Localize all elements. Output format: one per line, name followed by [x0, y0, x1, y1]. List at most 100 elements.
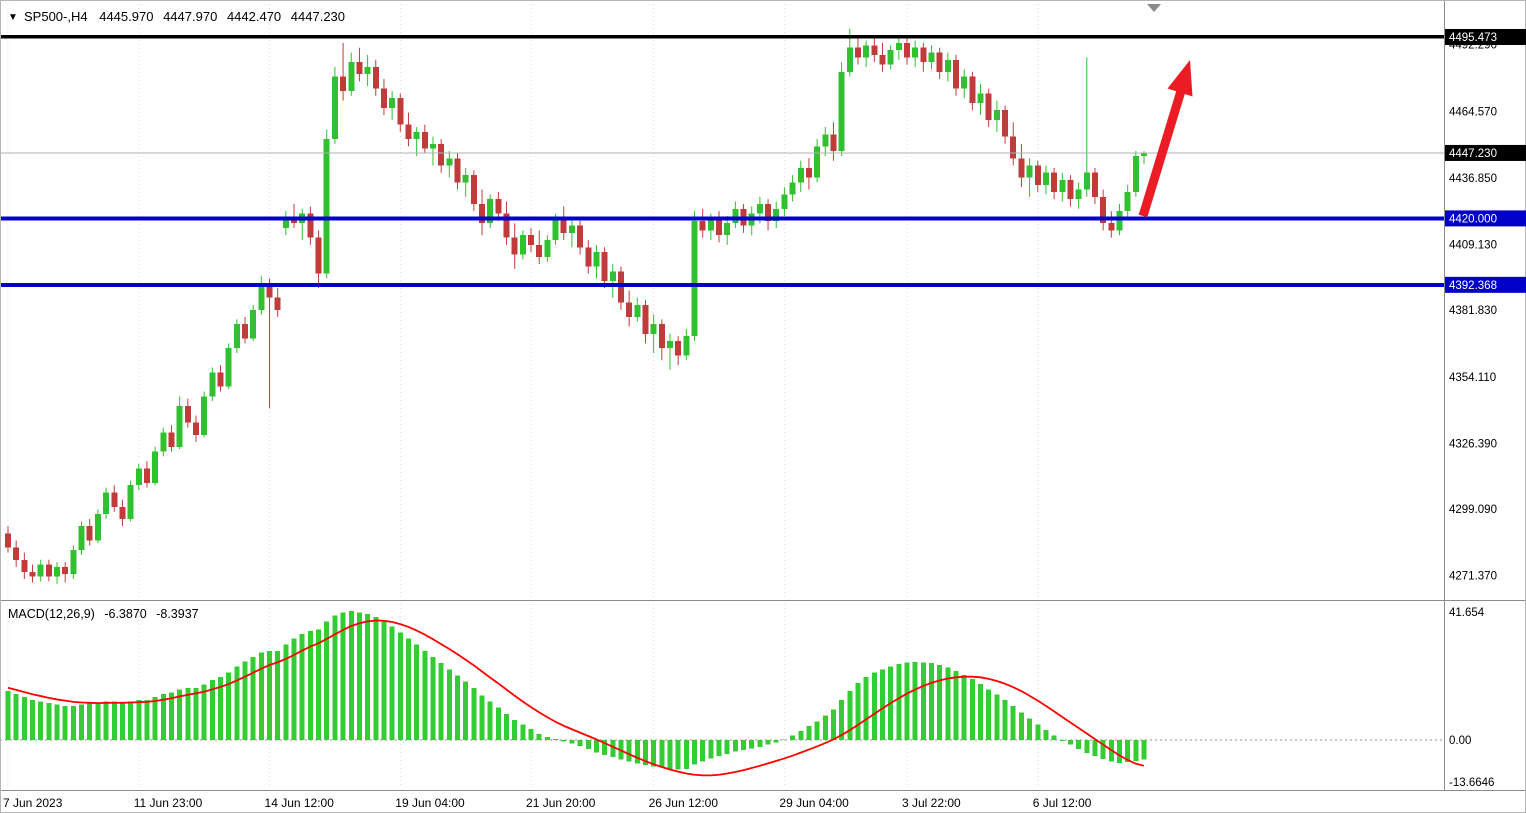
- horizontal-level-lines[interactable]: [0, 35, 1444, 287]
- candle: [560, 206, 567, 241]
- candle: [871, 38, 878, 63]
- time-scale-area[interactable]: [0, 790, 1444, 813]
- macd-bar: [332, 615, 338, 740]
- time-axis-label: 29 Jun 04:00: [779, 796, 849, 810]
- macd-bar: [422, 650, 428, 740]
- candle: [29, 564, 36, 583]
- candle-body: [242, 324, 249, 339]
- macd-bar: [879, 669, 885, 740]
- macd-bar: [773, 740, 779, 743]
- macd-histogram: [5, 610, 1147, 770]
- macd-bar: [1043, 730, 1049, 740]
- candle: [127, 480, 134, 522]
- macd-bar: [201, 684, 207, 740]
- candle-body: [879, 54, 886, 65]
- candle-body: [380, 88, 387, 108]
- candle: [544, 235, 551, 262]
- trend-arrow[interactable]: [1138, 60, 1193, 218]
- candle-body: [462, 175, 469, 183]
- candle-body: [438, 143, 445, 166]
- candle-body: [519, 235, 526, 255]
- candle: [724, 216, 731, 245]
- candle: [45, 559, 52, 582]
- candle-body: [577, 225, 584, 248]
- candle-body: [454, 158, 461, 183]
- candle-body: [29, 571, 36, 577]
- candle-body: [5, 533, 11, 548]
- candle: [1034, 160, 1041, 192]
- price-axis-label: 4464.570: [1449, 106, 1497, 118]
- candle-body: [45, 564, 52, 577]
- candle: [642, 300, 649, 344]
- candle: [944, 52, 951, 82]
- macd-bar: [1133, 740, 1139, 761]
- trend-arrow-shaft[interactable]: [1138, 89, 1186, 218]
- candle-body: [1141, 153, 1148, 156]
- macd-bar: [1018, 712, 1024, 740]
- macd-bar: [945, 667, 951, 740]
- candle-body: [1100, 196, 1107, 224]
- candle-body: [487, 199, 494, 224]
- candle: [209, 367, 216, 402]
- axis-labels: 7 Jun 2023 11 Jun 23:00 14 Jun 12:00 19 Jun…: [3, 40, 1497, 810]
- macd-bar: [209, 680, 215, 740]
- candle: [617, 266, 624, 310]
- macd-bar: [585, 740, 591, 750]
- macd-bar: [651, 740, 657, 767]
- candle-body: [250, 309, 257, 339]
- candle: [217, 365, 224, 392]
- candle: [920, 42, 927, 72]
- candle-body: [536, 244, 543, 257]
- candle: [797, 160, 804, 192]
- candle-body: [707, 218, 714, 231]
- macd-bar: [87, 703, 93, 740]
- candle-body: [683, 336, 690, 356]
- candle: [666, 333, 673, 370]
- macd-bar: [790, 735, 796, 740]
- macd-bar: [1100, 740, 1106, 760]
- candle: [184, 398, 191, 428]
- candle: [814, 139, 821, 183]
- macd-bar: [1027, 718, 1033, 740]
- candle-body: [258, 283, 265, 310]
- candle: [1091, 167, 1098, 204]
- macd-bar: [316, 629, 322, 740]
- candle: [895, 35, 902, 60]
- macd-bar: [267, 650, 273, 740]
- candle: [438, 139, 445, 173]
- candle-body: [176, 405, 183, 447]
- trend-arrow-head[interactable]: [1167, 60, 1193, 97]
- candle-body: [724, 223, 731, 236]
- price-scale-area[interactable]: [1444, 0, 1526, 813]
- macd-bar: [675, 740, 681, 770]
- candle-body: [781, 194, 788, 209]
- candle: [168, 425, 175, 452]
- candle-body: [797, 167, 804, 183]
- macd-bar: [724, 740, 730, 754]
- candle-body: [511, 237, 518, 255]
- candle: [37, 559, 44, 582]
- macd-bar: [765, 740, 771, 745]
- macd-bar: [226, 672, 232, 740]
- candle: [691, 211, 698, 341]
- candle-body: [716, 218, 723, 236]
- macd-bar: [1076, 740, 1082, 750]
- macd-bar: [348, 610, 354, 740]
- candle: [176, 396, 183, 450]
- annotations[interactable]: [1138, 4, 1193, 218]
- candle: [699, 208, 706, 238]
- macd-bar: [1035, 724, 1041, 740]
- macd-bar: [79, 704, 85, 740]
- candle: [863, 40, 870, 67]
- candle: [904, 38, 910, 65]
- candle: [1010, 122, 1017, 166]
- candle: [413, 127, 420, 156]
- candle-body: [421, 131, 428, 149]
- price-axis-label: 4381.830: [1449, 305, 1497, 317]
- panel-resize-handle[interactable]: [0, 596, 1444, 605]
- candle-body: [1116, 211, 1123, 231]
- macd-bar: [46, 703, 52, 740]
- price-badge: [1445, 144, 1526, 161]
